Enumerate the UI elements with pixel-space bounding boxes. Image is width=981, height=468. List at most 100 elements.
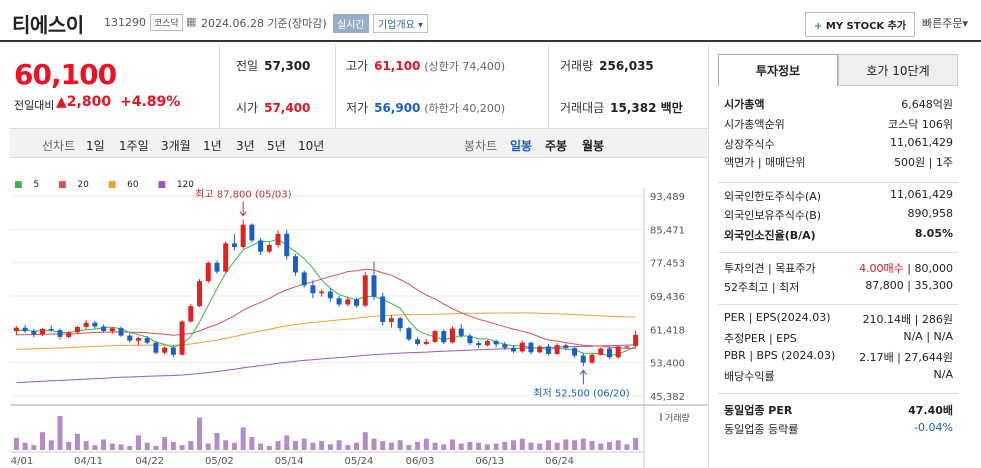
candle-body [144, 338, 150, 343]
volume-bar [48, 440, 54, 450]
tab-period-10y[interactable]: 10년 [298, 139, 325, 153]
candle-body [310, 285, 316, 294]
chart-tab-bar: 선차트 1일 1주일 3개월 1년 3년 5년 10년 봉차트 일봉 주봉 월봉 [10, 128, 708, 158]
candle-body [336, 298, 342, 305]
info-label-3: 액면가 | 매매단위 [724, 156, 806, 169]
volume-value: 256,035 [599, 59, 654, 73]
tab-line-chart[interactable]: 선차트 [42, 139, 76, 153]
candle-body [83, 322, 89, 327]
legend-ma120: ■ 120 [157, 180, 195, 190]
info-label-2: 상장주식수 [724, 138, 775, 151]
candle-body [415, 339, 421, 344]
price-chart[interactable]: 93,489 85,471 77,453 69,436 61,418 53,400 45,3… [10, 158, 708, 468]
tab-candle-chart[interactable]: 봉차트 [464, 139, 498, 153]
open-price-value: 57,400 [264, 101, 311, 115]
volume-bar [467, 441, 473, 450]
volume-label: 거래량 [665, 412, 690, 424]
volume-bar [449, 439, 455, 450]
volume-bar [388, 442, 394, 450]
volume-bar [580, 438, 586, 450]
as-of-date: 2024.06.28 기준(장마감) [201, 17, 327, 30]
ma60-line [16, 312, 636, 350]
trade-amount-value: 15,382 백만 [610, 101, 683, 115]
candle-body [441, 331, 447, 343]
info-label-9: PER | EPS(2024.03) [724, 311, 831, 324]
candle-body [327, 291, 333, 299]
y-tick-label: 53,400 [650, 359, 685, 370]
info-value-5: 890,958 [907, 207, 954, 220]
volume-bar [144, 442, 150, 450]
candle-body [589, 354, 595, 363]
tab-monthly[interactable]: 월봉 [582, 139, 605, 153]
prev-close: 전일 57,300 [236, 57, 310, 74]
realtime-button[interactable]: 실시간 [333, 14, 369, 33]
target-price: | 80,000 [903, 262, 953, 275]
tab-period-3y[interactable]: 3년 [236, 139, 255, 153]
candle-body [380, 296, 386, 322]
volume-bar [606, 441, 612, 450]
plus-icon: + [814, 21, 823, 32]
volume-bar [66, 441, 72, 450]
info-value-3: 500원 | 1주 [894, 156, 953, 169]
tab-period-1w[interactable]: 1주일 [119, 139, 149, 153]
volume-bar [301, 438, 307, 450]
y-tick-label: 45,382 [650, 392, 685, 403]
tab-orderbook[interactable]: 호가 10단계 [838, 54, 958, 86]
tab-period-1d[interactable]: 1일 [86, 139, 105, 153]
tab-period-5y[interactable]: 5년 [267, 139, 286, 153]
candle-body [624, 346, 630, 348]
tab-period-3m[interactable]: 3개월 [161, 139, 191, 153]
stock-header: 티에스이 131290 코스닥 ▦ 2024.06.28 기준(장마감) 실시간… [0, 0, 981, 42]
legend-ma5: ■ 5 [14, 180, 40, 190]
info-value-14: -0.04% [914, 421, 953, 434]
volume-bar [615, 440, 621, 450]
candle-body [397, 318, 403, 329]
low-arrow [579, 369, 587, 385]
candle-body [519, 342, 525, 352]
volume-bar [493, 443, 499, 450]
prev-close-value: 57,300 [264, 59, 311, 73]
volume-bar [249, 437, 255, 450]
volume-bar [57, 416, 63, 450]
volume-label: 거래량 [560, 59, 594, 73]
volume-bar [519, 438, 525, 450]
info-label-14: 동일업종 등락률 [724, 423, 799, 436]
high-price-label: 고가 [346, 59, 369, 73]
legend-ma60-label: 60 [127, 180, 139, 190]
volume-bar [441, 444, 447, 450]
open-price: 시가 57,400 [236, 99, 310, 116]
info-label-5: 외국인보유주식수(B) [724, 209, 822, 222]
y-tick-label: 69,436 [650, 292, 685, 303]
current-price: 60,100 [14, 58, 117, 91]
quick-order-dropdown[interactable]: 빠른주문▾ [922, 15, 968, 31]
price-change-pct: +4.89% [120, 94, 181, 110]
candle-body [606, 348, 612, 358]
candle-body [74, 326, 80, 333]
candle-body [205, 262, 211, 282]
divider [335, 44, 336, 128]
tab-weekly[interactable]: 주봉 [545, 139, 568, 153]
volume-bar [598, 443, 604, 450]
volume-bar [545, 440, 551, 450]
tab-period-1y[interactable]: 1년 [203, 139, 222, 153]
volume-bar [188, 441, 194, 450]
volume-bar [432, 442, 438, 450]
target-opinion: 4.00매수 [859, 262, 904, 275]
candle-body [57, 330, 63, 337]
mystock-add-button[interactable]: + MY STOCK 추가 [805, 12, 916, 37]
info-label-7: 투자의견 | 목표주가 [724, 262, 816, 275]
info-label-11: PBR | BPS (2024.03) [724, 349, 836, 362]
chevron-down-icon: ▾ [962, 17, 969, 30]
candle-body [231, 243, 237, 248]
volume-bar [74, 433, 80, 450]
price-change: ▲2,800 [56, 94, 111, 110]
candle-body [292, 256, 298, 273]
tab-investment-info[interactable]: 투자정보 [718, 54, 838, 86]
candle-body [179, 321, 185, 355]
volume-bar [284, 435, 290, 450]
info-value-4: 11,061,429 [890, 188, 953, 201]
volume-bar [319, 441, 325, 450]
legend-ma5-label: 5 [33, 180, 40, 190]
company-info-dropdown[interactable]: 기업개요 ▾ [373, 14, 429, 33]
tab-daily[interactable]: 일봉 [510, 139, 533, 153]
